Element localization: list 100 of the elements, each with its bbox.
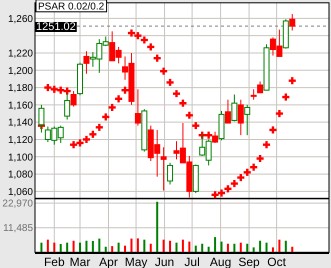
point bbox=[212, 191, 219, 198]
point bbox=[172, 90, 180, 98]
bar bbox=[266, 242, 268, 252]
point bbox=[128, 30, 136, 37]
y-tick-label: 1,140 bbox=[8, 118, 34, 129]
x-tick-label: Jul bbox=[184, 255, 200, 268]
bar bbox=[46, 240, 49, 252]
candlestick bbox=[257, 81, 264, 94]
candlestick bbox=[289, 14, 296, 31]
candlestick bbox=[231, 94, 238, 122]
y-tick-label: 1,100 bbox=[8, 152, 34, 164]
point bbox=[186, 112, 193, 119]
bar bbox=[130, 238, 132, 252]
bar bbox=[85, 240, 88, 252]
bar bbox=[60, 244, 62, 252]
point bbox=[282, 94, 290, 101]
y-tick-label: 11,485 bbox=[3, 223, 34, 234]
candlestick bbox=[160, 146, 167, 192]
point bbox=[218, 190, 226, 197]
bar bbox=[111, 246, 114, 252]
bar bbox=[136, 238, 139, 252]
x-tick-label: Oct bbox=[267, 255, 287, 268]
bar bbox=[162, 240, 165, 252]
point bbox=[276, 110, 283, 118]
y-tick-label: 1,220 bbox=[8, 48, 34, 60]
bar bbox=[150, 244, 152, 252]
point bbox=[134, 32, 142, 40]
point bbox=[179, 100, 186, 107]
y-tick-label: 1,080 bbox=[8, 170, 34, 181]
bar bbox=[201, 244, 204, 252]
point bbox=[96, 124, 103, 131]
bar bbox=[169, 240, 172, 252]
point bbox=[160, 68, 168, 75]
bar bbox=[72, 240, 75, 252]
x-tick-label: Feb bbox=[44, 255, 65, 268]
bar bbox=[246, 244, 248, 252]
bar bbox=[284, 240, 287, 252]
bar bbox=[233, 244, 236, 252]
bar bbox=[188, 242, 190, 252]
y-tick-label: 1,060 bbox=[8, 186, 34, 198]
point bbox=[230, 180, 238, 188]
bar bbox=[182, 240, 184, 252]
bar bbox=[240, 242, 242, 252]
bar bbox=[156, 202, 158, 252]
point bbox=[115, 95, 122, 102]
point bbox=[140, 36, 148, 44]
candlestick bbox=[244, 104, 250, 136]
y-tick-label: 1,120 bbox=[8, 134, 34, 146]
point bbox=[108, 104, 116, 112]
point bbox=[64, 87, 71, 95]
point bbox=[50, 86, 58, 93]
bar bbox=[208, 246, 210, 252]
bar bbox=[98, 238, 100, 252]
candlestick bbox=[70, 90, 77, 108]
bar bbox=[79, 242, 82, 252]
bar bbox=[175, 242, 178, 252]
bar bbox=[194, 246, 197, 252]
point bbox=[192, 122, 200, 130]
ref-line-label: 1251.02 bbox=[36, 20, 76, 33]
point bbox=[147, 43, 154, 50]
point bbox=[262, 141, 270, 148]
bar bbox=[92, 240, 94, 252]
y-tick-label: 1,160 bbox=[8, 100, 34, 112]
point bbox=[166, 78, 174, 86]
point bbox=[44, 84, 52, 92]
y-tick-label: 22,970 bbox=[2, 198, 34, 210]
y-tick-label: 1,180 bbox=[8, 83, 34, 94]
candlestick bbox=[167, 162, 174, 185]
bar bbox=[214, 237, 216, 252]
x-tick-label: Jun bbox=[154, 255, 174, 268]
bar bbox=[66, 242, 68, 252]
y-tick-label: 1,200 bbox=[8, 66, 34, 77]
point bbox=[288, 77, 296, 84]
bar bbox=[252, 247, 255, 252]
bar bbox=[226, 244, 229, 252]
annotation: PSAR 0.02/0.2 bbox=[38, 1, 105, 12]
candlestick bbox=[224, 99, 231, 124]
point bbox=[256, 154, 264, 162]
point bbox=[250, 164, 258, 171]
y-tick-label: 1,260 bbox=[8, 14, 34, 25]
bar bbox=[104, 246, 107, 252]
point bbox=[205, 132, 212, 139]
bar bbox=[40, 242, 42, 252]
point bbox=[154, 54, 161, 62]
point bbox=[121, 86, 129, 94]
bar bbox=[143, 240, 146, 252]
bar bbox=[220, 242, 223, 252]
bar bbox=[272, 247, 274, 252]
bar bbox=[124, 246, 126, 252]
point bbox=[70, 141, 78, 148]
point bbox=[102, 113, 110, 121]
candlestick bbox=[250, 88, 257, 100]
point bbox=[57, 86, 64, 94]
point bbox=[89, 130, 96, 138]
candlestick bbox=[238, 99, 244, 136]
bar bbox=[53, 242, 56, 252]
bar bbox=[291, 246, 294, 252]
bar bbox=[118, 242, 120, 252]
x-tick-label: Mar bbox=[70, 255, 90, 268]
candlestick bbox=[134, 88, 141, 126]
